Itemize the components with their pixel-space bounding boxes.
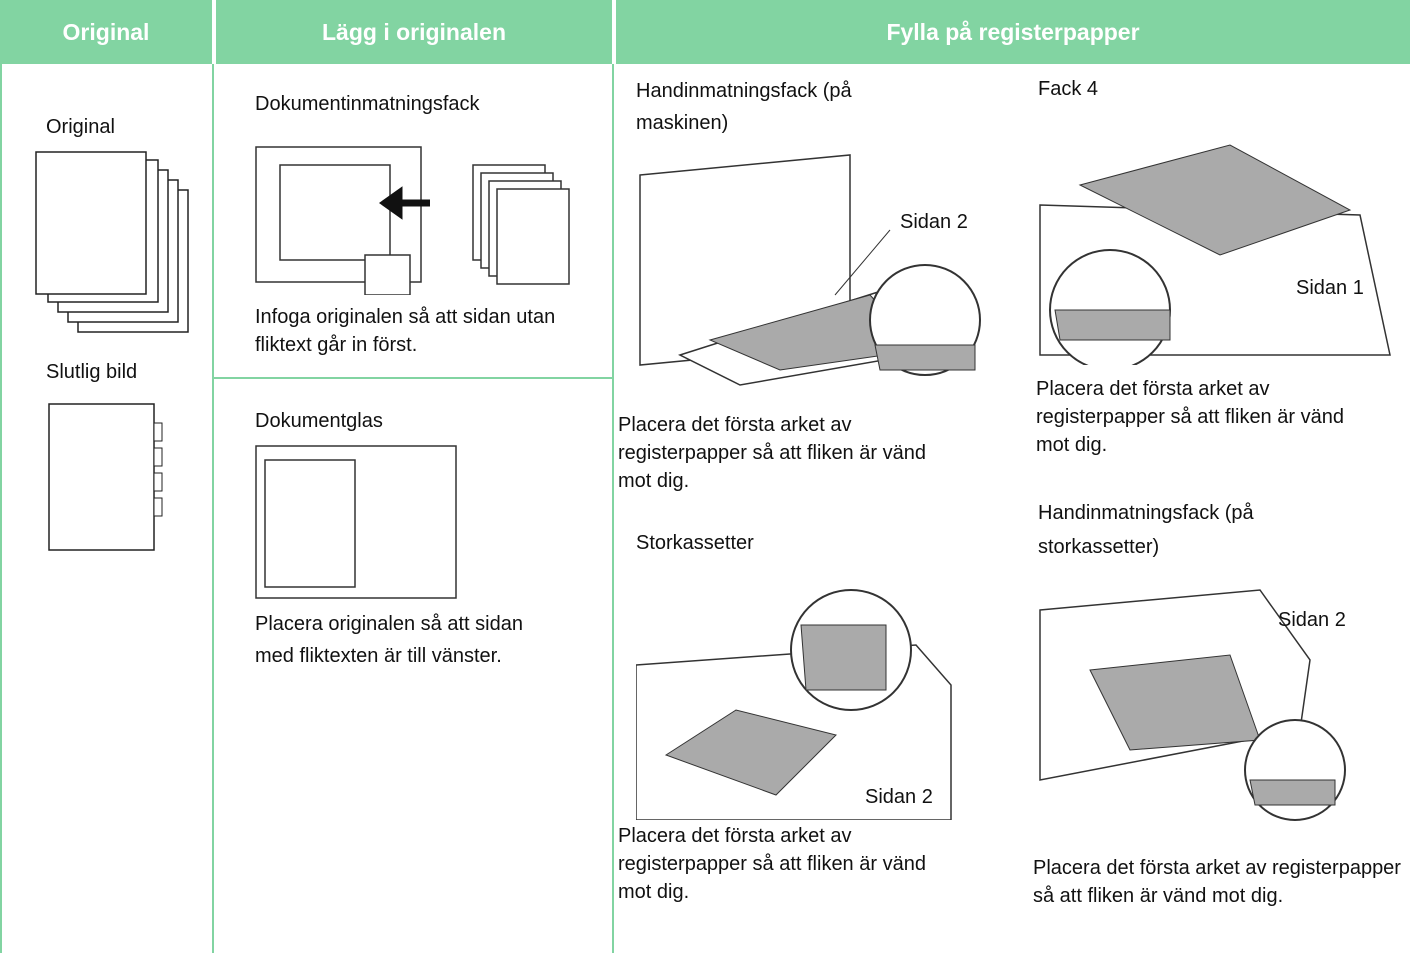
caption: Infoga originalen så att sidan utan flik… (255, 306, 556, 356)
section-title: Handinmatningsfack (på storkassetter) (1038, 502, 1254, 558)
callout: Sidan 2 (900, 211, 968, 233)
tray4-illustration (1039, 144, 1391, 365)
callout: Sidan 1 (1296, 277, 1364, 299)
caption: Placera det första arket av registerpapp… (618, 414, 926, 492)
lcc-illustration (636, 589, 952, 820)
section-title: Dokumentglas (255, 410, 383, 432)
header-cell: Original (0, 0, 212, 64)
glass-illustration (255, 445, 457, 599)
label: Original (46, 116, 115, 138)
divider (0, 64, 2, 953)
lccbypass-illustration (1039, 589, 1346, 821)
callout: Sidan 2 (1278, 609, 1346, 631)
section-title: Storkassetter (636, 532, 754, 554)
section-title: Dokumentinmatningsfack (255, 93, 480, 115)
caption: Placera originalen så att sidan med flik… (255, 613, 523, 667)
divider (612, 64, 614, 953)
callout: Sidan 2 (865, 786, 933, 808)
caption: Placera det första arket av registerpapp… (618, 825, 926, 903)
final-icon (48, 403, 163, 551)
label: Slutlig bild (46, 361, 138, 383)
bypass-illustration (639, 154, 981, 386)
divider (212, 377, 614, 379)
caption: Placera det första arket av registerpapp… (1033, 857, 1401, 907)
caption: Placera det första arket av registerpapp… (1036, 378, 1344, 456)
feeder-illustration (255, 146, 570, 295)
header-cell: Lägg i originalen (214, 0, 612, 64)
originals-icon (35, 151, 189, 333)
section-title: Fack 4 (1038, 78, 1099, 100)
header-cell: Fylla på registerpapper (614, 0, 1410, 64)
section-title: Handinmatningsfack (på maskinen) (636, 80, 852, 134)
divider (212, 64, 214, 953)
